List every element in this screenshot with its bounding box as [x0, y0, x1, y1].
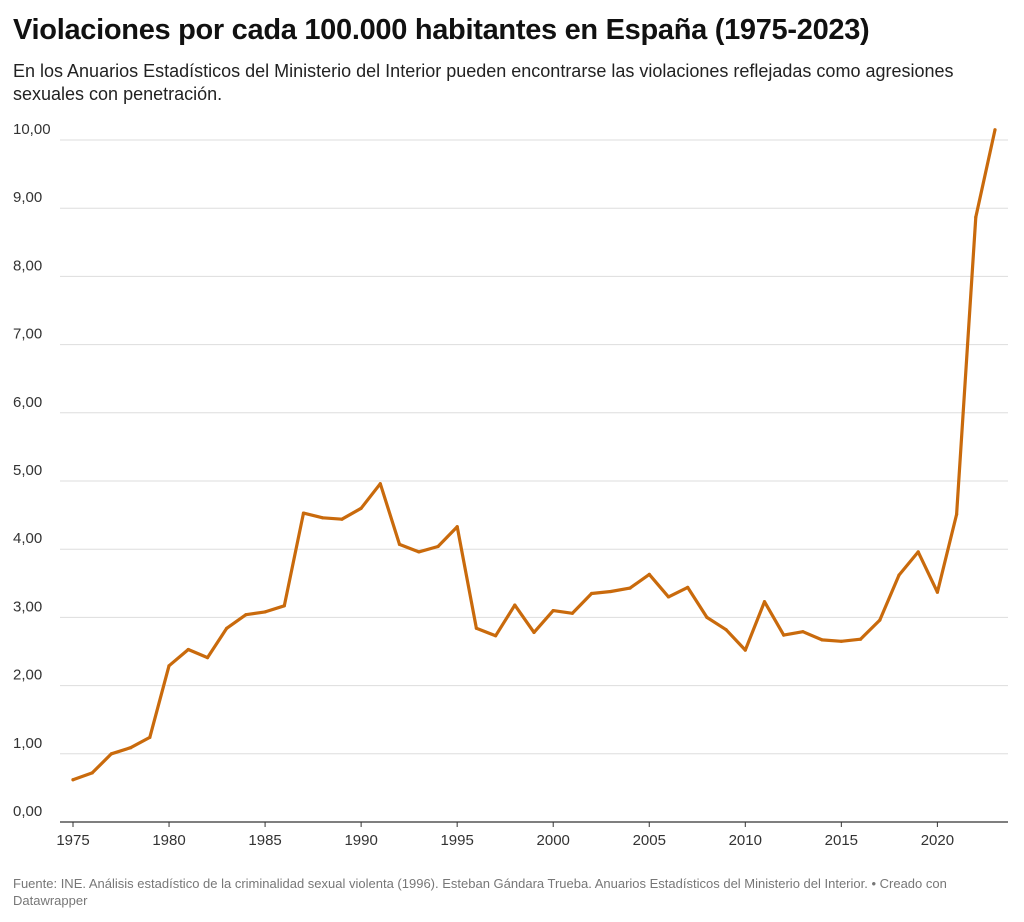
y-tick-label: 10,00 — [13, 121, 51, 138]
data-point — [474, 626, 478, 630]
y-tick-label: 3,00 — [13, 598, 42, 615]
data-point — [974, 215, 978, 219]
data-point — [570, 611, 575, 615]
data-point — [532, 630, 536, 634]
data-point — [647, 572, 651, 576]
data-point — [417, 550, 421, 554]
series-line — [71, 128, 997, 782]
x-tick-label: 2005 — [633, 832, 666, 849]
data-point — [71, 778, 75, 782]
x-tick-label: 1995 — [440, 832, 473, 849]
data-point — [455, 525, 459, 529]
x-axis — [60, 821, 1008, 827]
data-point — [955, 512, 959, 516]
data-point — [90, 771, 94, 775]
data-point — [244, 613, 248, 617]
data-point — [513, 603, 517, 607]
data-point — [397, 542, 402, 546]
data-point — [724, 628, 728, 632]
y-tick-label: 8,00 — [13, 257, 42, 274]
y-tick-label: 5,00 — [13, 462, 42, 479]
x-tick-label: 1975 — [56, 832, 89, 849]
x-tick-label: 1985 — [248, 832, 281, 849]
data-point — [551, 609, 555, 613]
x-tick-label: 1980 — [152, 832, 185, 849]
data-point — [820, 638, 824, 642]
y-axis-tick-labels: 0,00 1,00 2,00 3,00 4,00 5,00 6,00 7,00 8,00 9,00… — [13, 121, 51, 820]
chart-title: Violaciones por cada 100.000 habitantes … — [13, 14, 870, 46]
series-layer — [71, 128, 997, 782]
data-point — [762, 600, 767, 604]
data-point — [205, 656, 210, 660]
data-point — [321, 516, 325, 520]
x-axis-tick-labels: 1975 1980 1985 1990 1995 2000 2005 2010 2015 2020 — [56, 832, 954, 849]
data-point — [494, 634, 498, 638]
y-tick-label: 0,00 — [13, 803, 42, 820]
line-chart: 0,00 1,00 2,00 3,00 4,00 5,00 6,00 7,00 8,00 9,00… — [13, 121, 1008, 849]
data-point — [301, 511, 306, 515]
data-point — [897, 573, 901, 577]
y-tick-label: 6,00 — [13, 394, 42, 411]
data-point — [686, 585, 690, 589]
y-tick-label: 9,00 — [13, 189, 42, 206]
y-tick-label: 2,00 — [13, 667, 42, 684]
grid-lines — [60, 139, 1008, 755]
data-point — [340, 517, 344, 521]
data-point — [109, 752, 113, 756]
y-tick-label: 7,00 — [13, 326, 42, 343]
data-point — [878, 618, 882, 622]
data-point — [129, 746, 133, 750]
source-note: Fuente: INE. Análisis estadístico de la … — [13, 876, 947, 908]
data-point — [839, 639, 843, 643]
data-point — [628, 586, 632, 590]
data-point — [590, 591, 594, 596]
data-point — [609, 589, 613, 594]
chart-subtitle: En los Anuarios Estadísticos del Ministe… — [13, 61, 954, 104]
data-point — [666, 595, 671, 599]
data-point — [782, 633, 786, 637]
data-point — [167, 664, 171, 668]
x-tick-label: 2015 — [825, 832, 858, 849]
data-point — [801, 630, 805, 634]
data-point — [436, 544, 440, 549]
data-point — [743, 648, 747, 652]
data-point — [916, 550, 920, 554]
data-point — [148, 735, 152, 740]
data-point — [705, 615, 709, 619]
data-point — [858, 637, 863, 641]
data-point — [263, 610, 267, 614]
x-tick-label: 1990 — [344, 832, 377, 849]
y-tick-label: 4,00 — [13, 530, 42, 547]
x-tick-label: 2010 — [729, 832, 762, 849]
x-tick-label: 2000 — [537, 832, 570, 849]
data-point — [225, 626, 229, 630]
data-point — [935, 590, 940, 594]
data-point — [378, 482, 382, 486]
data-point — [359, 506, 363, 510]
data-point — [186, 647, 190, 652]
data-point — [993, 128, 997, 132]
data-point — [282, 604, 286, 608]
y-tick-label: 1,00 — [13, 735, 42, 752]
x-tick-label: 2020 — [921, 832, 954, 849]
